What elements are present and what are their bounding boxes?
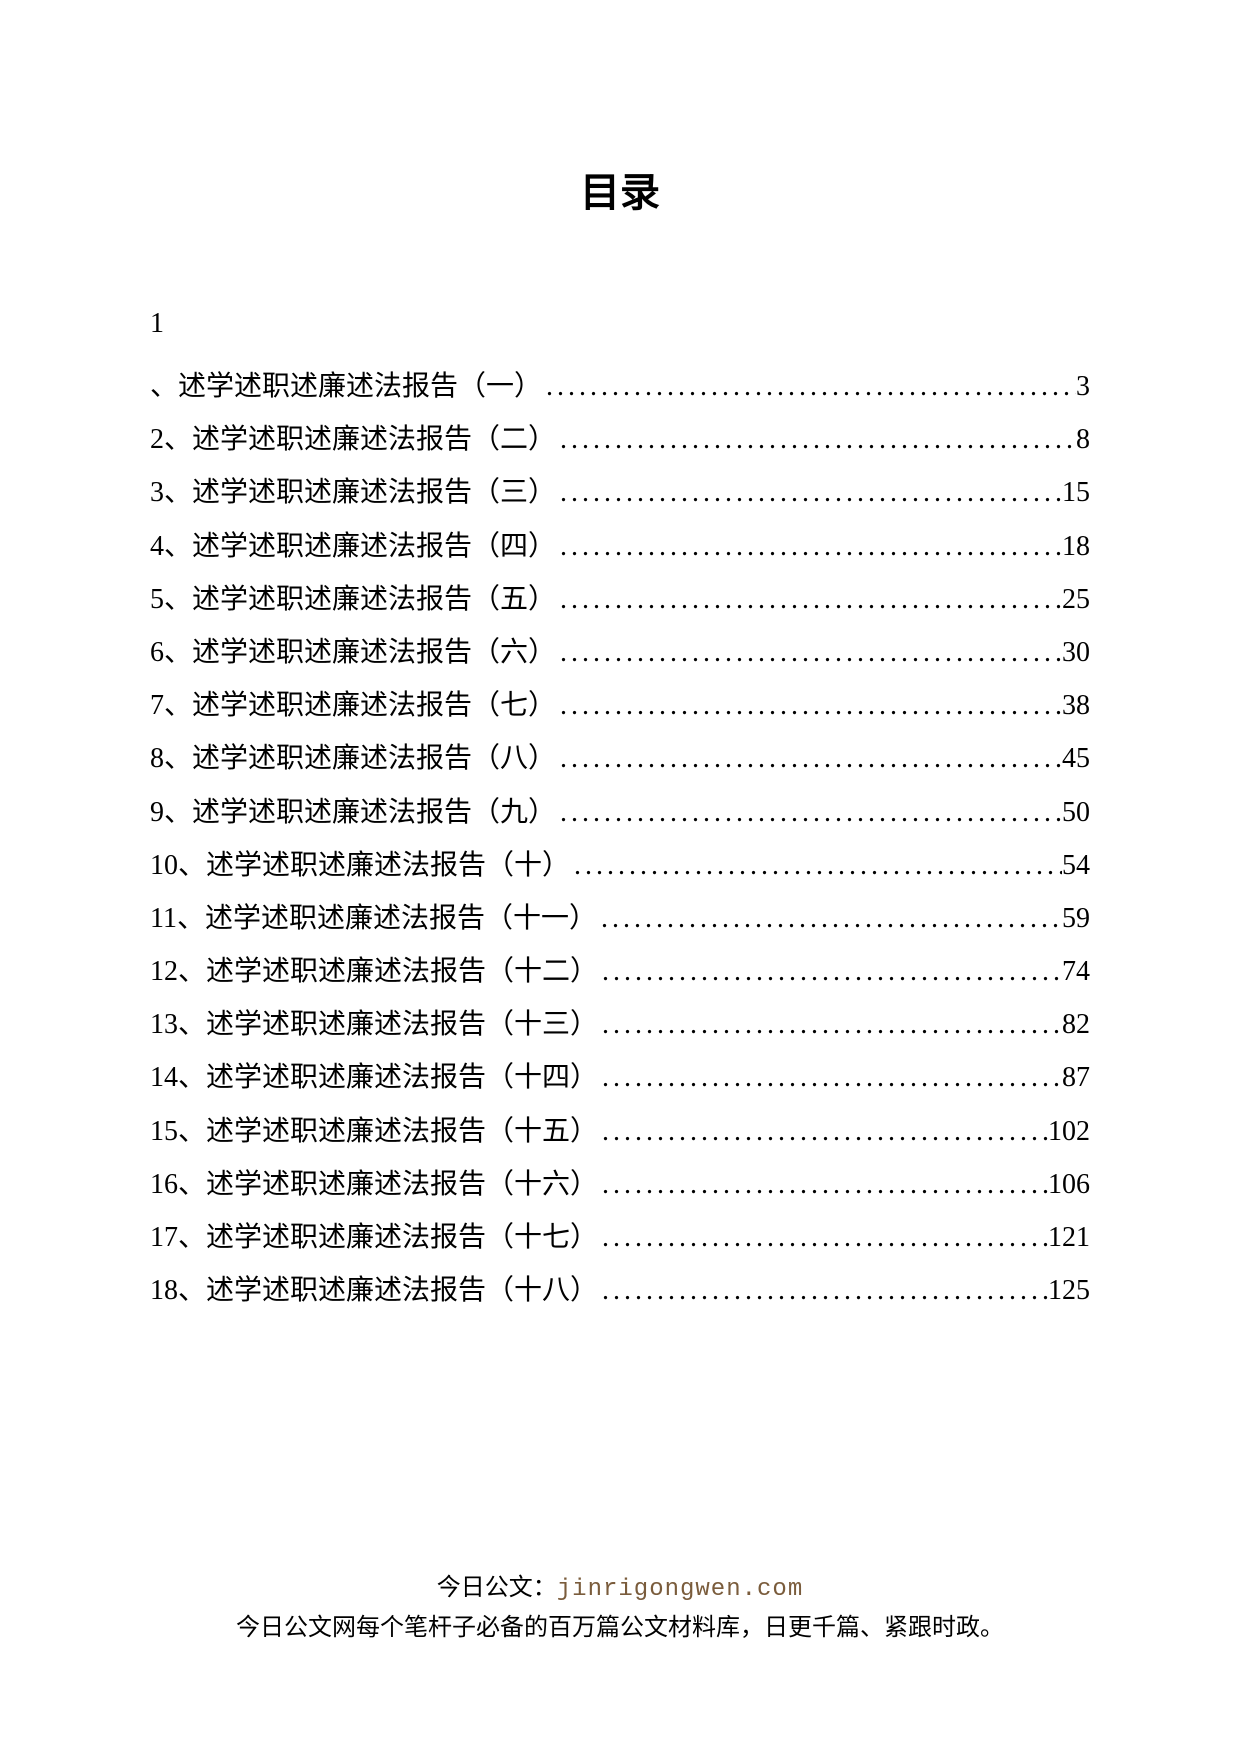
toc-entry: 16、述学述职述廉述法报告（十六）.......................… [150,1158,1090,1211]
toc-entry-page: 74 [1062,945,1090,998]
toc-entry-page: 15 [1062,466,1090,519]
toc-entry: 4、述学述职述廉述法报告（四）.........................… [150,520,1090,573]
toc-leader-dots: ........................................… [598,1264,1048,1317]
footer-line-2: 今日公文网每个笔杆子必备的百万篇公文材料库，日更千篇、紧跟时政。 [0,1610,1240,1646]
toc-entry: 14、述学述职述廉述法报告（十四）.......................… [150,1051,1090,1104]
toc-entry: 12、述学述职述廉述法报告（十二）.......................… [150,945,1090,998]
toc-entry-page: 38 [1062,679,1090,732]
toc-entry: 8、述学述职述廉述法报告（八）.........................… [150,732,1090,785]
toc-entry-label: 4、述学述职述廉述法报告（四） [150,520,556,573]
toc-entry: 11、述学述职述廉述法报告（十一）.......................… [150,892,1090,945]
toc-entry-page: 8 [1076,413,1090,466]
toc-leader-dots: ........................................… [598,1105,1048,1158]
toc-entry-label: 2、述学述职述廉述法报告（二） [150,413,556,466]
toc-list: 、述学述职述廉述法报告（一）..........................… [150,360,1090,1317]
footer-line-1: 今日公文：jinrigongwen.com [0,1570,1240,1608]
toc-leader-dots: ........................................… [598,998,1062,1051]
toc-leader-dots: ........................................… [542,360,1076,413]
toc-entry-page: 82 [1062,998,1090,1051]
toc-leader-dots: ........................................… [570,839,1062,892]
toc-entry: 10、述学述职述廉述法报告（十）........................… [150,839,1090,892]
toc-entry-label: 3、述学述职述廉述法报告（三） [150,466,556,519]
toc-entry-label: 6、述学述职述廉述法报告（六） [150,626,556,679]
toc-entry: 13、述学述职述廉述法报告（十三）.......................… [150,998,1090,1051]
footer-prefix: 今日公文： [437,1574,557,1601]
toc-entry-page: 25 [1062,573,1090,626]
toc-entry: 2、述学述职述廉述法报告（二）.........................… [150,413,1090,466]
toc-entry-label: 8、述学述职述廉述法报告（八） [150,732,556,785]
toc-entry-label: 、述学述职述廉述法报告（一） [150,360,542,413]
toc-leader-dots: ........................................… [598,1158,1048,1211]
page-footer: 今日公文：jinrigongwen.com 今日公文网每个笔杆子必备的百万篇公文… [0,1570,1240,1646]
toc-entry: 、述学述职述廉述法报告（一）..........................… [150,360,1090,413]
toc-entry-label: 14、述学述职述廉述法报告（十四） [150,1051,598,1104]
toc-entry-page: 121 [1048,1211,1090,1264]
toc-entry: 6、述学述职述廉述法报告（六）.........................… [150,626,1090,679]
toc-leader-dots: ........................................… [556,573,1062,626]
toc-leader-dots: ........................................… [556,732,1062,785]
toc-entry-label: 7、述学述职述廉述法报告（七） [150,679,556,732]
toc-entry: 9、述学述职述廉述法报告（九）.........................… [150,786,1090,839]
toc-entry-page: 102 [1048,1105,1090,1158]
toc-entry-page: 45 [1062,732,1090,785]
toc-leader-dots: ........................................… [556,679,1062,732]
toc-leader-dots: ........................................… [556,466,1062,519]
toc-entry-label: 5、述学述职述廉述法报告（五） [150,573,556,626]
toc-entry-page: 3 [1076,360,1090,413]
toc-entry-page: 125 [1048,1264,1090,1317]
toc-leader-dots: ........................................… [598,945,1062,998]
first-entry-number: 1 [150,308,1090,340]
toc-entry-label: 17、述学述职述廉述法报告（十七） [150,1211,598,1264]
toc-entry-page: 30 [1062,626,1090,679]
toc-leader-dots: ........................................… [598,1211,1048,1264]
toc-leader-dots: ........................................… [556,413,1076,466]
toc-entry: 18、述学述职述廉述法报告（十八）.......................… [150,1264,1090,1317]
document-page: 目录 1 、述学述职述廉述法报告（一）.....................… [0,0,1240,1317]
toc-entry-page: 87 [1062,1051,1090,1104]
toc-entry: 3、述学述职述廉述法报告（三）.........................… [150,466,1090,519]
toc-entry-label: 12、述学述职述廉述法报告（十二） [150,945,598,998]
footer-url: jinrigongwen.com [557,1576,803,1603]
toc-leader-dots: ........................................… [556,520,1062,573]
toc-entry-page: 106 [1048,1158,1090,1211]
toc-entry: 17、述学述职述廉述法报告（十七）.......................… [150,1211,1090,1264]
toc-leader-dots: ........................................… [556,786,1062,839]
toc-entry: 7、述学述职述廉述法报告（七）.........................… [150,679,1090,732]
toc-entry-page: 54 [1062,839,1090,892]
toc-entry-label: 15、述学述职述廉述法报告（十五） [150,1105,598,1158]
toc-entry-label: 18、述学述职述廉述法报告（十八） [150,1264,598,1317]
toc-leader-dots: ........................................… [556,626,1062,679]
toc-entry-label: 13、述学述职述廉述法报告（十三） [150,998,598,1051]
toc-leader-dots: ........................................… [597,892,1062,945]
toc-entry-label: 10、述学述职述廉述法报告（十） [150,839,570,892]
toc-entry-page: 18 [1062,520,1090,573]
toc-leader-dots: ........................................… [598,1051,1062,1104]
toc-entry: 5、述学述职述廉述法报告（五）.........................… [150,573,1090,626]
toc-entry-page: 59 [1062,892,1090,945]
toc-entry: 15、述学述职述廉述法报告（十五）.......................… [150,1105,1090,1158]
toc-entry-label: 9、述学述职述廉述法报告（九） [150,786,556,839]
toc-entry-label: 16、述学述职述廉述法报告（十六） [150,1158,598,1211]
toc-title: 目录 [150,160,1090,218]
toc-entry-label: 11、述学述职述廉述法报告（十一） [150,892,597,945]
toc-entry-page: 50 [1062,786,1090,839]
